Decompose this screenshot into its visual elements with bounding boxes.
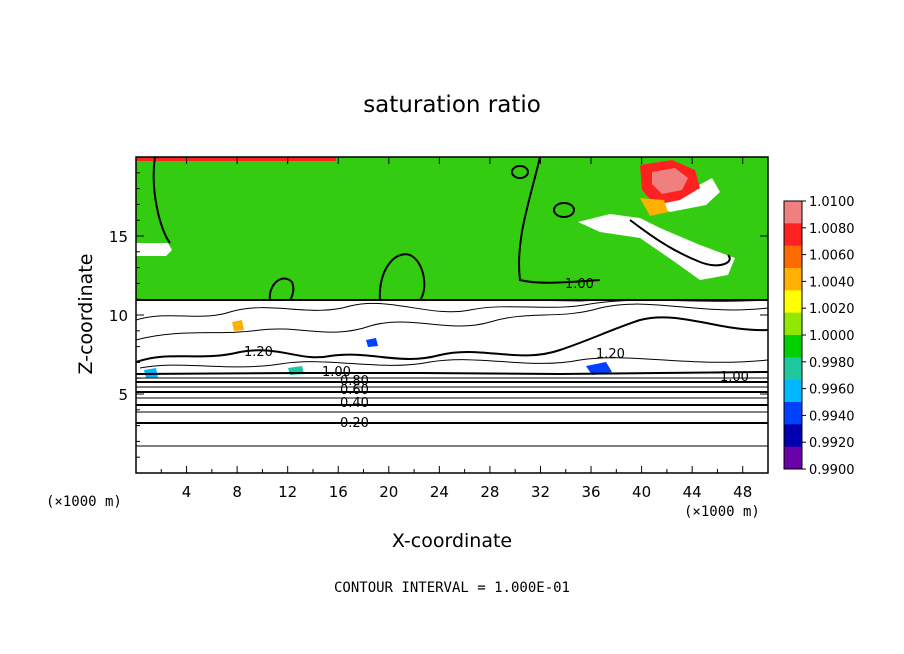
x-tick-label: 32	[531, 483, 550, 501]
colorbar-label: 1.0020	[809, 302, 855, 317]
x-axis-label: X-coordinate	[392, 530, 512, 552]
x-tick-label: 20	[379, 483, 398, 501]
supersaturated-rim	[640, 198, 668, 216]
colorbar-swatch	[784, 290, 802, 314]
colorbar-label: 0.9940	[809, 409, 855, 424]
colorbar-swatch	[784, 245, 802, 269]
colorbar-label: 1.0000	[809, 329, 855, 344]
x-tick-label: 48	[733, 483, 752, 501]
x-tick-label: 36	[581, 483, 600, 501]
colorbar-label: 1.0040	[809, 275, 855, 290]
subsaturated-spot-5	[366, 338, 378, 347]
contour-line-100-left	[152, 157, 171, 244]
x-tick-label: 16	[329, 483, 348, 501]
y-tick-label: 5	[118, 386, 128, 404]
colorbar-swatch	[784, 379, 802, 403]
colorbar-swatch	[784, 201, 802, 224]
supersaturated-core	[652, 168, 688, 194]
y-axis-label: Z-coordinate	[75, 254, 97, 375]
contour-line-120	[136, 316, 768, 363]
subsaturated-spot-4	[232, 320, 244, 331]
contour-label: 0.40	[340, 396, 369, 411]
contour-label: 0.60	[340, 383, 369, 398]
contour-line-100-lower	[136, 371, 768, 376]
colorbar-label: 0.9920	[809, 436, 855, 451]
contour-label: 1.00	[565, 277, 594, 292]
colorbar-label: 1.0060	[809, 249, 855, 264]
contour-line	[139, 357, 768, 369]
colorbar-swatch	[784, 424, 802, 448]
contour-line-100-upper	[518, 157, 601, 284]
colorbar-swatch	[784, 446, 802, 470]
y-tick-label: 10	[109, 307, 128, 325]
contour-interval-note: CONTOUR INTERVAL = 1.000E-01	[334, 580, 570, 596]
colorbar-swatch	[784, 402, 802, 425]
colorbar-label: 0.9900	[809, 463, 855, 478]
contour-line-100-loop	[511, 165, 529, 179]
colorbar-swatch	[784, 268, 802, 291]
x-tick-label: 40	[632, 483, 651, 501]
colorbar-swatch	[784, 223, 802, 247]
saturated-region	[136, 157, 768, 302]
contour-label: 1.20	[244, 345, 273, 360]
x-unit-right: (×1000 m)	[684, 504, 760, 520]
x-unit-left: (×1000 m)	[46, 494, 122, 510]
colorbar-label: 0.9960	[809, 383, 855, 398]
contour-line-100-right	[629, 219, 731, 267]
subsaturated-spot-1	[586, 362, 612, 375]
colorbar-label: 1.0100	[809, 195, 855, 210]
plot-area: 1.00 1.20 1.20 1.00 0.80 0.60 0.40 0.20 …	[136, 157, 768, 473]
dry-patch-upper-right	[578, 214, 735, 280]
contour-line-100-small	[268, 277, 295, 301]
contour-label: 1.00	[720, 370, 749, 385]
x-tick-label: 28	[480, 483, 499, 501]
top-fringe	[136, 157, 336, 161]
x-tick-label: 4	[182, 483, 192, 501]
x-tick-label: 8	[232, 483, 242, 501]
x-tick-label: 12	[278, 483, 297, 501]
contour-label: 1.00	[322, 365, 351, 380]
x-tick-label: 44	[683, 483, 702, 501]
x-axis: 4 8 12 16 20 24 28 32 36 40 44 48	[160, 157, 752, 501]
colorbar-swatch	[784, 312, 802, 336]
contour-line-100-bubble	[378, 253, 426, 301]
y-axis: 5 10 15	[109, 172, 768, 458]
colorbar-label: 0.9980	[809, 356, 855, 371]
colorbar-swatch	[784, 357, 802, 381]
contour-label: 0.20	[340, 416, 369, 431]
contour-label: 1.20	[596, 347, 625, 362]
contour-label: 0.80	[340, 374, 369, 389]
contour-labels: 1.00 1.20 1.20 1.00 0.80 0.60 0.40 0.20 …	[244, 277, 749, 431]
y-tick-label: 15	[109, 228, 128, 246]
x-tick-label: 24	[430, 483, 449, 501]
contour-line-100-loop	[553, 202, 575, 218]
contour-lines	[136, 157, 768, 447]
contour-line	[136, 303, 768, 341]
colorbar: 1.0100 1.0080 1.0060 1.0040 1.0020 1.0000 0.99…	[783, 195, 855, 478]
colorbar-swatch	[784, 335, 802, 358]
dry-patch-left	[136, 243, 172, 256]
colorbar-label: 1.0080	[809, 222, 855, 237]
chart-title: saturation ratio	[363, 92, 541, 118]
